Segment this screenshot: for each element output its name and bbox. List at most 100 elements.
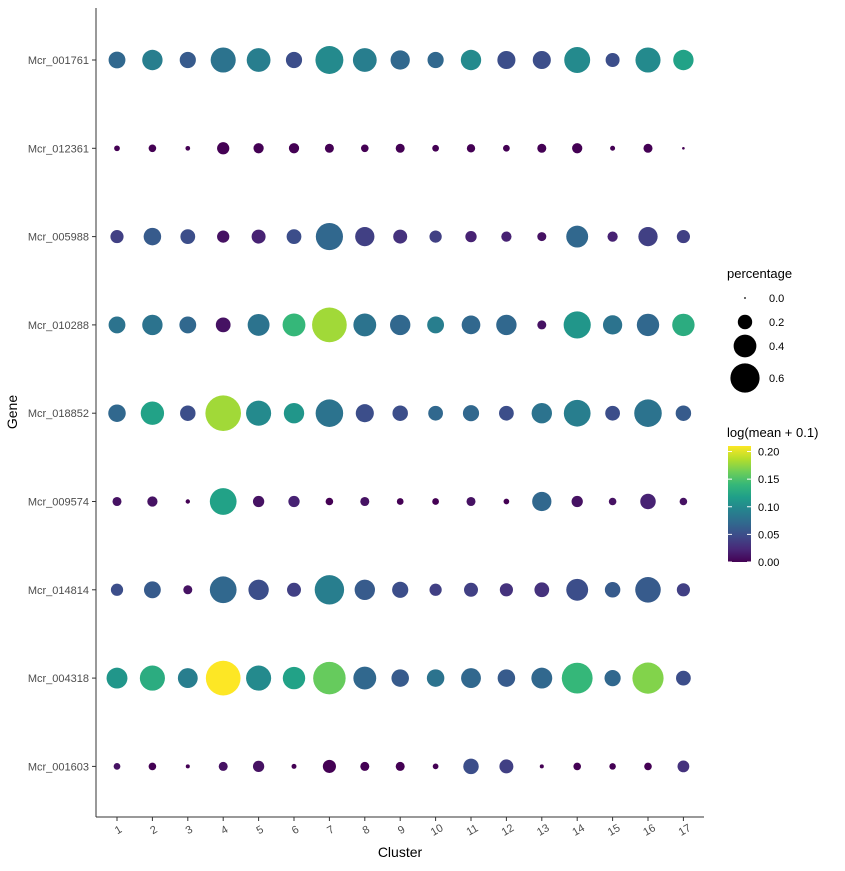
data-point: [460, 49, 482, 71]
data-point: [209, 576, 237, 604]
data-point: [461, 668, 481, 689]
x-tick-label: 8: [361, 824, 372, 837]
data-point: [676, 670, 691, 686]
data-point: [497, 50, 516, 70]
data-point: [499, 583, 513, 597]
data-point: [217, 230, 230, 243]
data-point: [466, 496, 476, 507]
x-tick-label: 9: [396, 824, 407, 837]
data-point: [461, 315, 481, 335]
x-tick-label: 5: [254, 824, 265, 837]
x-axis-title: Cluster: [378, 844, 423, 860]
data-point: [360, 496, 370, 507]
data-point: [142, 49, 163, 71]
x-tick-label: 7: [325, 824, 336, 837]
data-point: [110, 230, 124, 244]
x-axis-ticks: 1 2 3 4 5 6 7 8 9 10 11 12 13 14 15 16 17: [113, 817, 693, 839]
data-point: [246, 400, 272, 426]
data-point: [185, 764, 190, 769]
data-point: [143, 227, 162, 246]
data-point: [640, 493, 656, 510]
data-point: [395, 761, 405, 771]
data-point: [183, 585, 193, 595]
x-tick-label: 16: [641, 822, 658, 839]
data-point: [315, 399, 344, 427]
data-point: [531, 403, 552, 424]
data-point: [179, 316, 197, 334]
data-point: [679, 497, 688, 506]
data-point: [635, 47, 661, 73]
data-point: [112, 496, 122, 507]
data-point: [205, 660, 241, 696]
size-legend-items: 0.0 0.2 0.4 0.6: [730, 293, 784, 393]
data-point: [537, 320, 547, 330]
data-point: [604, 670, 621, 687]
data-point: [253, 143, 264, 154]
color-legend-ticks: 0.00 0.05 0.10 0.15 0.20: [728, 447, 779, 569]
data-point: [644, 762, 652, 771]
x-tick-label: 10: [429, 822, 446, 839]
data-point: [355, 404, 374, 423]
data-point: [432, 498, 439, 505]
data-point: [248, 579, 269, 600]
data-point: [108, 316, 126, 334]
x-tick-label: 14: [570, 822, 587, 839]
color-legend-label: 0.15: [758, 474, 779, 486]
data-point: [632, 662, 664, 694]
data-point: [635, 577, 661, 603]
y-tick-label: Mcr_014814: [28, 585, 89, 597]
data-point: [429, 230, 442, 243]
data-points: [106, 46, 695, 775]
data-point: [246, 665, 272, 691]
data-point: [677, 760, 690, 773]
data-point: [573, 762, 581, 771]
data-point: [108, 51, 126, 69]
data-point: [571, 495, 583, 508]
data-point: [113, 763, 121, 770]
data-point: [106, 667, 128, 689]
data-point: [432, 763, 439, 770]
data-point: [426, 669, 445, 687]
data-point: [503, 498, 510, 505]
x-tick-label: 12: [500, 822, 517, 839]
data-point: [607, 231, 618, 242]
x-tick-label: 2: [148, 824, 159, 837]
data-point: [609, 763, 616, 770]
color-legend-label: 0.10: [758, 502, 779, 514]
data-point: [464, 582, 478, 597]
y-tick-label: Mcr_010288: [28, 320, 89, 332]
y-axis-title: Gene: [4, 395, 20, 429]
y-tick-label: Mcr_018852: [28, 408, 89, 420]
data-point: [634, 399, 662, 427]
y-tick-label: Mcr_012361: [28, 143, 89, 155]
data-point: [252, 495, 265, 508]
data-point: [501, 231, 512, 242]
data-point: [325, 497, 334, 506]
data-point: [361, 144, 369, 153]
y-tick-label: Mcr_001761: [28, 55, 89, 67]
data-point: [605, 405, 620, 421]
data-point: [392, 405, 408, 421]
data-point: [108, 404, 126, 422]
data-point: [427, 316, 445, 334]
color-legend-bar: [728, 446, 751, 562]
data-point: [676, 230, 690, 244]
data-point: [285, 51, 303, 69]
data-point: [534, 582, 550, 598]
data-point: [360, 761, 370, 771]
data-point: [288, 495, 300, 508]
data-point: [537, 143, 547, 153]
data-point: [315, 223, 343, 251]
data-point: [463, 758, 479, 775]
data-point: [496, 314, 517, 336]
data-point: [210, 47, 236, 73]
data-point: [605, 53, 620, 67]
data-point: [354, 579, 375, 600]
data-point: [392, 581, 409, 598]
data-point: [180, 229, 196, 244]
data-point: [566, 225, 589, 248]
y-tick-label: Mcr_004318: [28, 673, 89, 685]
data-point: [673, 49, 694, 71]
size-legend-label: 0.6: [769, 373, 784, 385]
